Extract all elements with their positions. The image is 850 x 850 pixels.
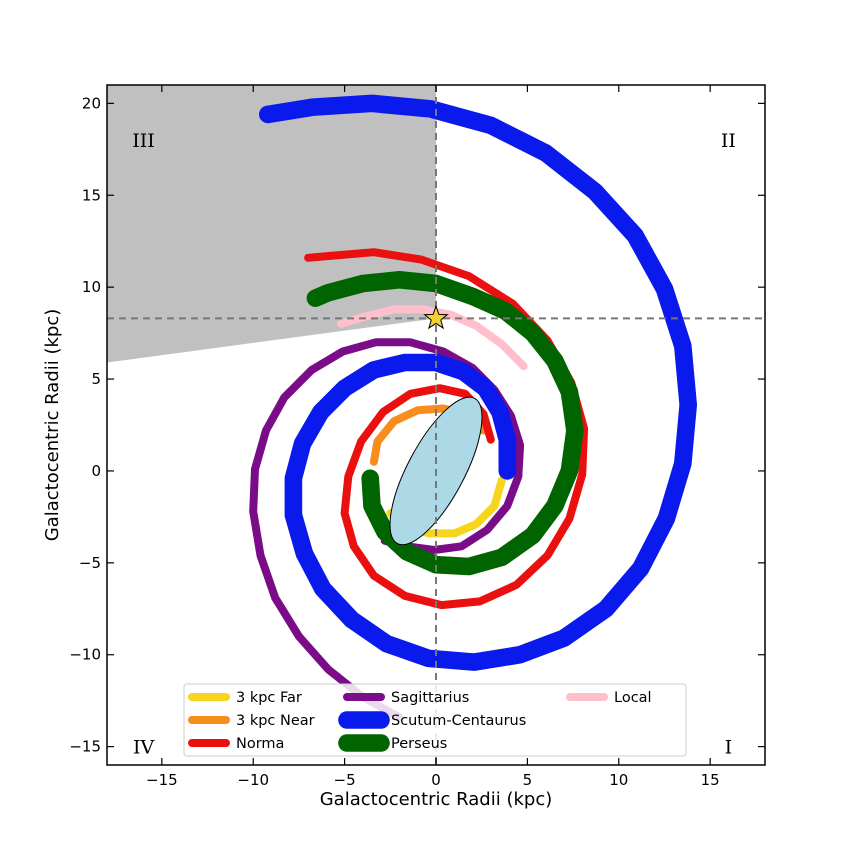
y-tick-label: 5 [91,370,101,388]
y-tick-label: 20 [82,94,101,112]
shaded-region [107,85,436,363]
arm-norma [304,248,589,610]
y-tick-label: −15 [69,738,101,756]
arm-sagittarius [249,338,525,722]
legend-label-norma: Norma [236,736,284,752]
x-tick-label: −10 [237,771,269,789]
y-tick-label: 0 [91,462,101,480]
x-axis-title: Galactocentric Radii (kpc) [320,789,553,810]
x-tick-label: 0 [431,771,441,789]
legend-box [183,683,687,757]
quadrant-label: IV [133,737,155,759]
legend-label-perseus: Perseus [391,736,447,752]
y-axis-title: Galactocentric Radii (kpc) [42,309,63,542]
x-tick-label: −5 [334,771,356,789]
legend-label-3-kpc-far: 3 kpc Far [236,690,302,706]
legend: 3 kpc Far 3 kpc Near Norma Sagittarius Scutu… [183,683,687,757]
quadrant-label: I [725,737,733,759]
y-tick-label: −5 [79,554,101,572]
x-tick-label: −15 [146,771,178,789]
sun-star-marker [423,304,449,330]
y-tick-label: −10 [69,646,101,664]
x-tick-label: 10 [609,771,628,789]
quadrant-label: II [721,130,736,152]
x-tick-label: 5 [523,771,533,789]
arm-scutum-centaurus [259,94,697,671]
x-tick-label: 15 [701,771,720,789]
legend-label-local: Local [614,690,652,706]
y-tick-label: 15 [82,186,101,204]
y-tick-label: 10 [82,278,101,296]
legend-label-scutum-centaurus: Scutum-Centaurus [391,713,526,729]
arm-perseus [306,271,584,576]
ticks-layer: −15 −10 −5 0 5 10 15 −15 −10 −5 0 5 10 15 20 [69,85,765,789]
quadrant-label: III [132,130,155,152]
legend-label-3-kpc-near: 3 kpc Near [236,713,315,729]
legend-label-sagittarius: Sagittarius [391,690,469,706]
